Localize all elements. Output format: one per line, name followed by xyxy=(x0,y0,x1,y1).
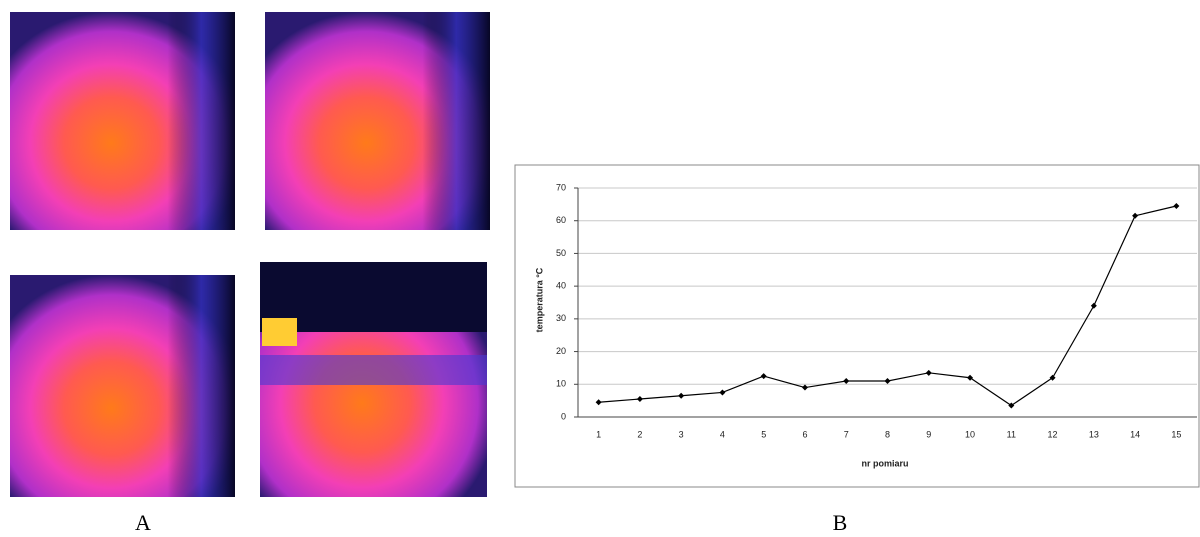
marker xyxy=(801,384,808,391)
y-tick-label: 70 xyxy=(556,182,566,192)
x-axis-label: nr pomiaru xyxy=(861,458,908,468)
x-tick-label: 14 xyxy=(1130,429,1140,439)
marker xyxy=(678,392,685,399)
marker xyxy=(1049,374,1056,381)
marker xyxy=(843,378,850,385)
thermal-shade xyxy=(10,275,235,497)
marker xyxy=(925,369,932,376)
marker xyxy=(1090,302,1097,309)
x-tick-label: 7 xyxy=(844,429,849,439)
marker xyxy=(884,378,891,385)
marker xyxy=(719,389,726,396)
x-tick-label: 11 xyxy=(1007,429,1016,439)
thermal-shade xyxy=(260,355,487,385)
marker xyxy=(760,373,767,380)
x-tick-label: 4 xyxy=(720,429,725,439)
x-tick-label: 13 xyxy=(1089,429,1099,439)
marker xyxy=(1173,202,1180,209)
y-tick-label: 30 xyxy=(556,313,566,323)
marker xyxy=(636,396,643,403)
marker xyxy=(595,399,602,406)
thermal-shade xyxy=(260,262,487,332)
x-tick-label: 15 xyxy=(1171,429,1181,439)
y-tick-label: 10 xyxy=(556,379,566,389)
x-tick-label: 2 xyxy=(637,429,642,439)
y-tick-label: 50 xyxy=(556,248,566,258)
thermal-shade xyxy=(10,12,235,230)
y-axis-label: temperatura °C xyxy=(534,267,544,332)
x-tick-label: 5 xyxy=(761,429,766,439)
y-tick-label: 20 xyxy=(556,346,566,356)
y-tick-label: 40 xyxy=(556,281,566,291)
marker xyxy=(1008,402,1015,409)
y-tick-label: 60 xyxy=(556,215,566,225)
chart-frame xyxy=(514,164,1200,488)
x-tick-label: 10 xyxy=(965,429,975,439)
y-tick-label: 0 xyxy=(561,411,566,421)
x-tick-label: 3 xyxy=(679,429,684,439)
x-tick-label: 1 xyxy=(596,429,601,439)
x-tick-label: 6 xyxy=(802,429,807,439)
x-tick-label: 9 xyxy=(926,429,931,439)
marker xyxy=(1132,212,1139,219)
thermal-hotspot xyxy=(262,318,297,346)
x-tick-label: 12 xyxy=(1048,429,1058,439)
marker xyxy=(967,374,974,381)
panel-label: B xyxy=(833,510,848,535)
x-tick-label: 8 xyxy=(885,429,890,439)
thermal-images xyxy=(10,12,490,497)
thermal-shade xyxy=(265,12,490,230)
panel-label: A xyxy=(135,510,151,535)
